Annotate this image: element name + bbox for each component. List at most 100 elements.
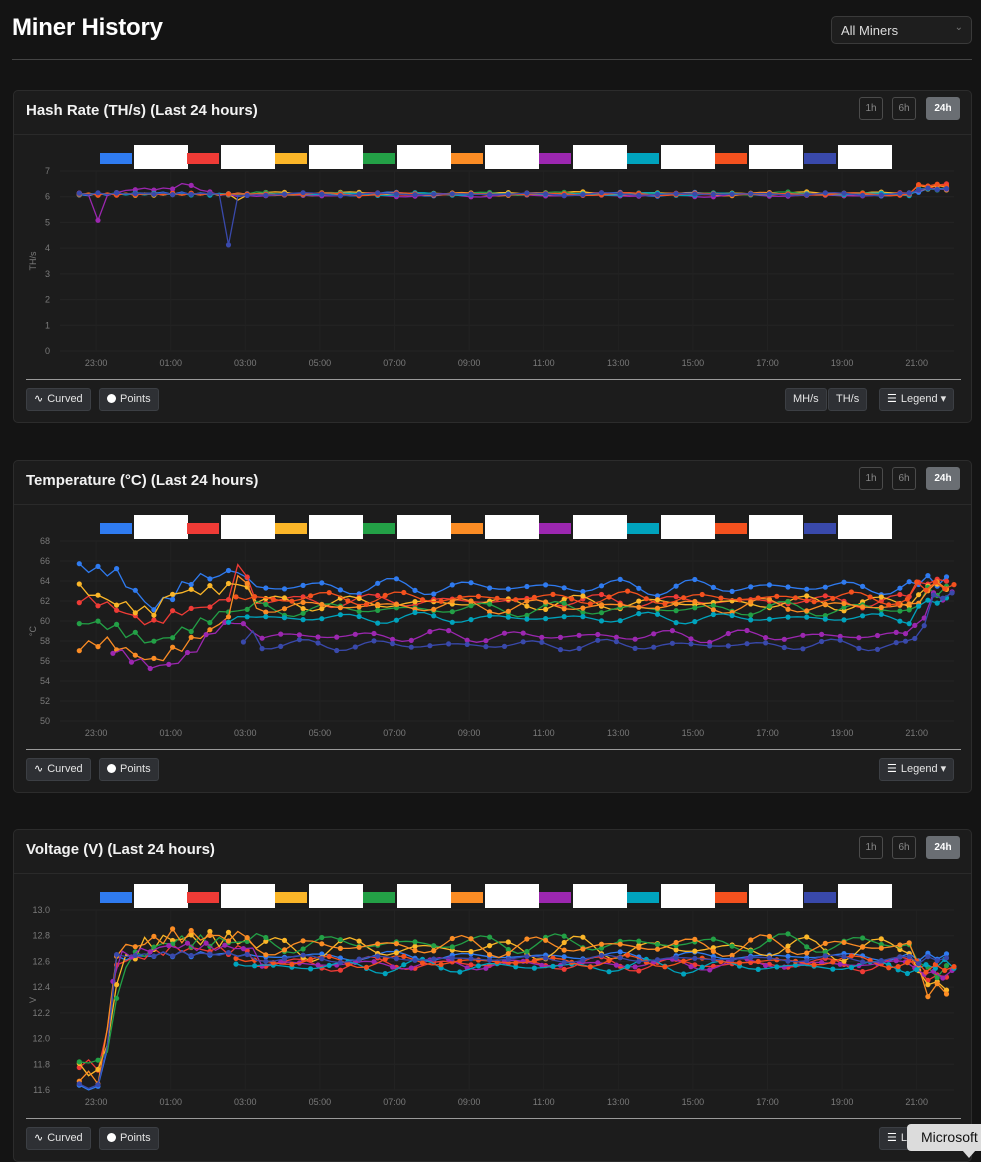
legend-label-redacted[interactable] xyxy=(573,515,627,539)
data-point xyxy=(76,621,82,627)
data-point xyxy=(76,561,82,567)
legend-label-redacted[interactable] xyxy=(749,145,803,169)
legend-swatch[interactable] xyxy=(187,153,219,164)
legend-swatch[interactable] xyxy=(627,153,659,164)
data-point xyxy=(792,595,799,601)
legend-label-redacted[interactable] xyxy=(838,145,892,169)
legend-swatch[interactable] xyxy=(100,892,132,903)
legend-swatch[interactable] xyxy=(187,523,219,534)
legend-label-redacted[interactable] xyxy=(309,884,363,908)
data-point xyxy=(300,582,306,588)
y-tick-label: 6 xyxy=(45,192,50,202)
legend-label-redacted[interactable] xyxy=(661,884,715,908)
data-point xyxy=(561,585,567,591)
range-6h-button[interactable]: 6h xyxy=(892,836,916,859)
legend-swatch[interactable] xyxy=(715,892,747,903)
legend-swatch[interactable] xyxy=(451,153,483,164)
data-point xyxy=(431,956,437,962)
legend-dropdown-button[interactable]: ☰Legend ▾ xyxy=(879,388,955,411)
range-6h-button[interactable]: 6h xyxy=(892,467,916,490)
curved-toggle-button[interactable]: ∿ Curved xyxy=(26,388,91,411)
unit-mhs-button[interactable]: MH/s xyxy=(785,388,827,411)
legend-label-redacted[interactable] xyxy=(838,884,892,908)
legend-label-redacted[interactable] xyxy=(573,884,627,908)
legend-swatch[interactable] xyxy=(100,523,132,534)
data-point xyxy=(520,639,526,645)
legend-label-redacted[interactable] xyxy=(134,515,188,539)
data-point xyxy=(561,966,567,972)
data-point xyxy=(487,192,493,198)
legend-swatch[interactable] xyxy=(804,892,836,903)
unit-ths-button[interactable]: TH/s xyxy=(828,388,868,411)
legend-label-redacted[interactable] xyxy=(397,145,451,169)
range-24h-button[interactable]: 24h xyxy=(926,467,960,490)
legend-swatch[interactable] xyxy=(715,523,747,534)
range-6h-button[interactable]: 6h xyxy=(892,97,916,120)
legend-swatch[interactable] xyxy=(363,892,395,903)
data-point xyxy=(841,939,847,945)
series-6 xyxy=(76,182,950,223)
curved-toggle-button[interactable]: ∿ Curved xyxy=(26,1127,91,1150)
legend-label-redacted[interactable] xyxy=(838,515,892,539)
data-point xyxy=(132,629,138,635)
legend-swatch[interactable] xyxy=(451,892,483,903)
points-toggle-button[interactable]: Points xyxy=(99,1127,159,1150)
legend-label-redacted[interactable] xyxy=(134,145,188,169)
legend-swatch[interactable] xyxy=(539,153,571,164)
legend-swatch[interactable] xyxy=(627,523,659,534)
miner-select[interactable]: All Miners ⌄ xyxy=(831,16,972,44)
y-tick-label: 56 xyxy=(40,656,50,666)
legend-swatch[interactable] xyxy=(451,523,483,534)
data-point xyxy=(300,610,306,616)
legend-label-redacted[interactable] xyxy=(309,145,363,169)
legend-swatch[interactable] xyxy=(804,153,836,164)
legend-swatch[interactable] xyxy=(363,523,395,534)
data-point xyxy=(654,605,661,611)
points-toggle-button[interactable]: Points xyxy=(99,388,159,411)
range-1h-button[interactable]: 1h xyxy=(859,97,883,120)
legend-label-redacted[interactable] xyxy=(661,515,715,539)
data-point xyxy=(744,627,750,634)
legend-label-redacted[interactable] xyxy=(485,145,539,169)
legend-label-redacted[interactable] xyxy=(485,515,539,539)
legend-label-redacted[interactable] xyxy=(221,515,275,539)
legend-swatch[interactable] xyxy=(715,153,747,164)
legend-label-redacted[interactable] xyxy=(221,884,275,908)
legend-label-redacted[interactable] xyxy=(749,884,803,908)
legend-swatch[interactable] xyxy=(627,892,659,903)
data-point xyxy=(393,950,399,956)
legend-label-redacted[interactable] xyxy=(397,515,451,539)
legend-label-redacted[interactable] xyxy=(661,145,715,169)
legend-swatch[interactable] xyxy=(187,892,219,903)
legend-dropdown-button[interactable]: ☰Legend ▾ xyxy=(879,758,955,781)
range-1h-button[interactable]: 1h xyxy=(859,467,883,490)
x-tick-label: 05:00 xyxy=(309,1097,332,1107)
data-point xyxy=(300,952,306,958)
data-point xyxy=(580,946,586,952)
legend-label-redacted[interactable] xyxy=(397,884,451,908)
legend-swatch[interactable] xyxy=(275,153,307,164)
legend-label-redacted[interactable] xyxy=(749,515,803,539)
range-24h-button[interactable]: 24h xyxy=(926,836,960,859)
legend-swatch[interactable] xyxy=(539,892,571,903)
range-24h-button[interactable]: 24h xyxy=(926,97,960,120)
legend-swatch[interactable] xyxy=(804,523,836,534)
legend-label-redacted[interactable] xyxy=(485,884,539,908)
legend-label-redacted[interactable] xyxy=(134,884,188,908)
legend-swatch[interactable] xyxy=(539,523,571,534)
data-point xyxy=(356,613,362,620)
legend-swatch[interactable] xyxy=(363,153,395,164)
legend-swatch[interactable] xyxy=(275,523,307,534)
curved-toggle-button[interactable]: ∿ Curved xyxy=(26,758,91,781)
data-point xyxy=(830,595,836,602)
x-tick-label: 09:00 xyxy=(458,1097,481,1107)
legend-swatch[interactable] xyxy=(275,892,307,903)
series-legend xyxy=(14,884,971,910)
legend-swatch[interactable] xyxy=(100,153,132,164)
range-1h-button[interactable]: 1h xyxy=(859,836,883,859)
points-toggle-button[interactable]: Points xyxy=(99,758,159,781)
legend-label-redacted[interactable] xyxy=(573,145,627,169)
legend-label-redacted[interactable] xyxy=(221,145,275,169)
x-tick-label: 09:00 xyxy=(458,728,481,738)
legend-label-redacted[interactable] xyxy=(309,515,363,539)
